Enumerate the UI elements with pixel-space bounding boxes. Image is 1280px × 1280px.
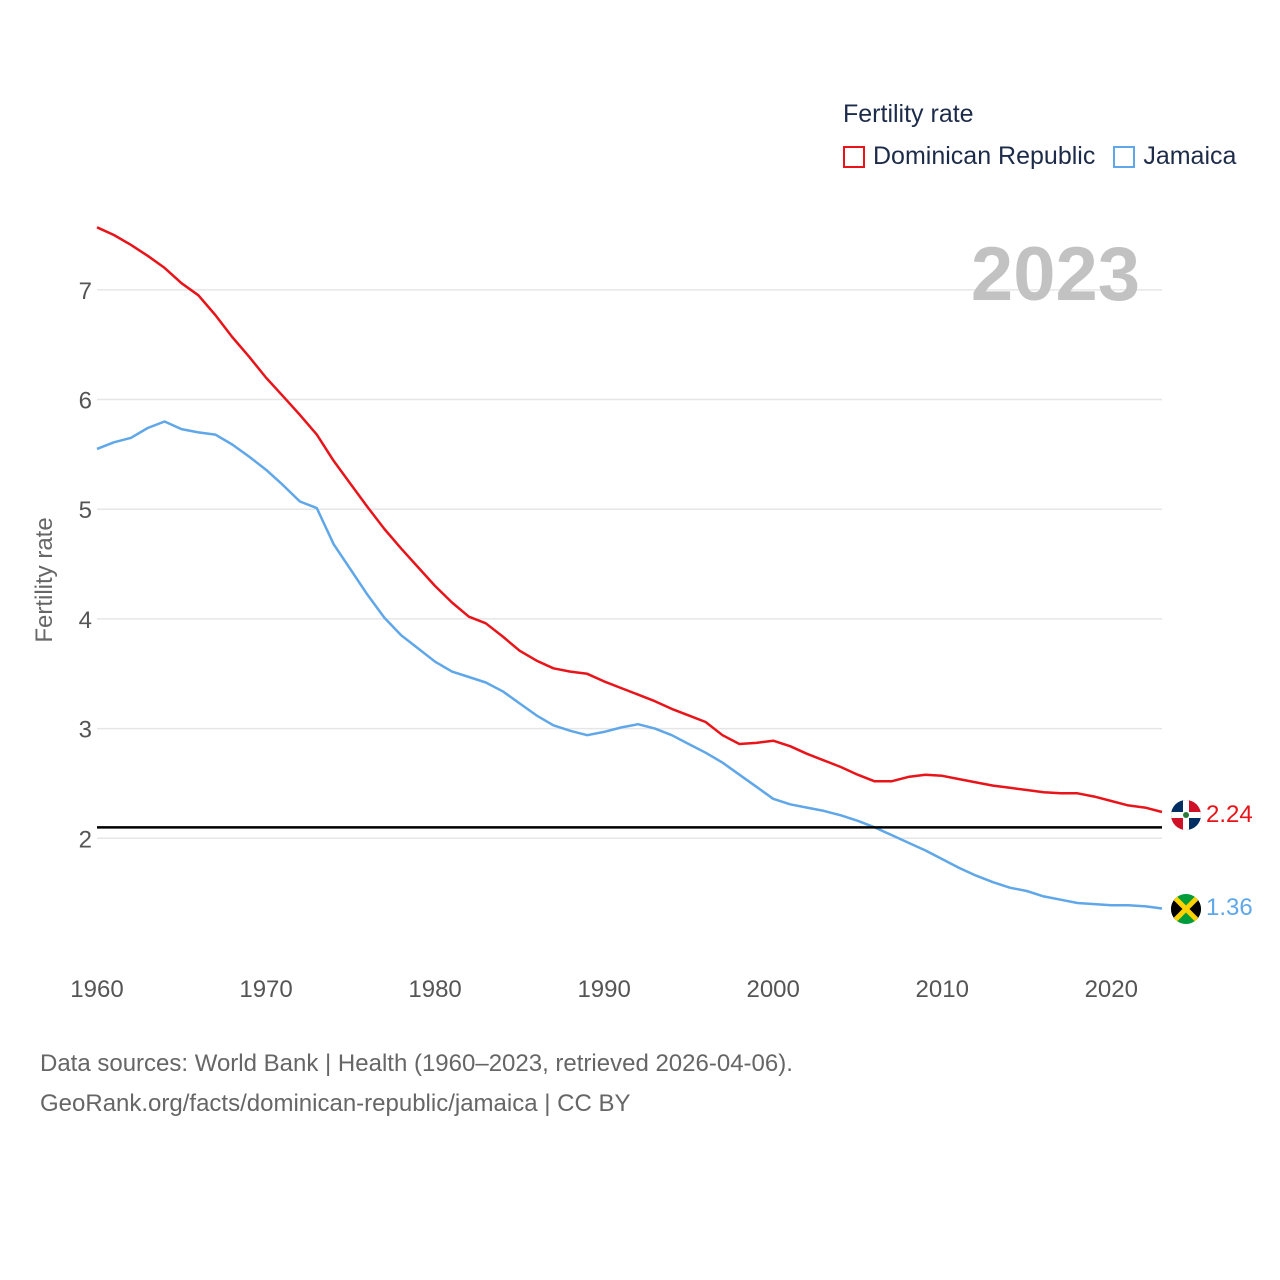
- x-tick-label: 1980: [408, 976, 461, 1003]
- y-tick-label: 7: [79, 278, 92, 305]
- legend-swatch-dominican-republic: [843, 145, 865, 168]
- y-tick-label: 3: [79, 717, 92, 744]
- legend-swatch-jamaica: [1113, 145, 1136, 168]
- source-line-2[interactable]: GeoRank.org/facts/dominican-republic/jam…: [40, 1090, 631, 1117]
- series-line-dominican-republic: [96, 226, 1163, 814]
- x-tick-label: 1960: [70, 976, 123, 1003]
- legend-item-jamaica[interactable]: Jamaica: [1113, 142, 1236, 171]
- y-tick-label: 5: [79, 497, 92, 524]
- jamaica-flag-icon: [1171, 894, 1201, 924]
- y-tick-label: 4: [79, 607, 92, 634]
- y-tick-label: 6: [79, 388, 92, 415]
- x-tick-label: 1990: [577, 976, 630, 1003]
- legend-label-jamaica: Jamaica: [1143, 142, 1237, 170]
- series-lines: [96, 226, 1163, 910]
- dominican-republic-end-label: 2.24: [1206, 801, 1253, 828]
- x-axis-ticks: 1960 1970 1980 1990 2000 2010 2020: [70, 976, 1138, 1003]
- jamaica-end-label: 1.36: [1206, 894, 1253, 921]
- dominican-republic-flag-icon: [1171, 800, 1201, 830]
- legend-title: Fertility rate: [843, 100, 974, 128]
- y-tick-label: 2: [79, 826, 92, 853]
- legend-item-dominican-republic[interactable]: Dominican Republic: [843, 142, 1095, 171]
- y-axis-label: Fertility rate: [31, 517, 58, 642]
- legend: Dominican Republic Jamaica: [843, 142, 1254, 171]
- legend-label-dominican-republic: Dominican Republic: [873, 142, 1096, 170]
- y-axis-ticks: 2 3 4 5 6 7: [79, 278, 92, 853]
- year-watermark: 2023: [971, 232, 1140, 317]
- source-note: Data sources: World Bank | Health (1960–…: [40, 1044, 793, 1124]
- x-tick-label: 2000: [746, 976, 799, 1003]
- x-tick-label: 2010: [916, 976, 969, 1003]
- series-line-jamaica: [96, 420, 1163, 910]
- source-line-1: Data sources: World Bank | Health (1960–…: [40, 1050, 793, 1077]
- grid-lines: [97, 289, 1162, 840]
- x-tick-label: 2020: [1085, 976, 1138, 1003]
- x-tick-label: 1970: [239, 976, 292, 1003]
